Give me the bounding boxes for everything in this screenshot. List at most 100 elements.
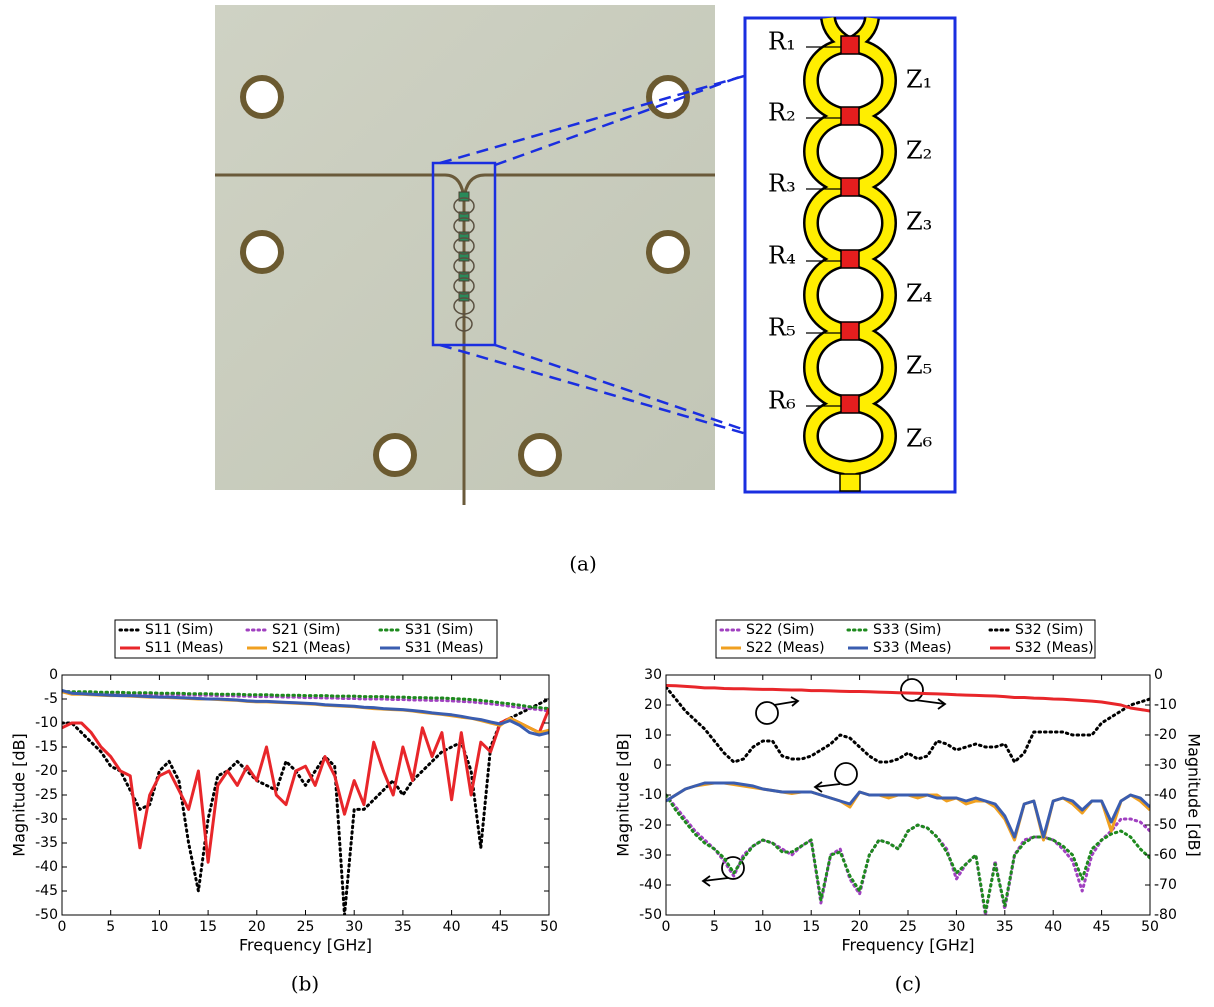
impedance-label: Z₁ [906, 66, 932, 94]
y2-tick-label: -20 [1154, 727, 1177, 743]
resistor-label: R₄ [768, 242, 796, 270]
series-line [666, 793, 1150, 915]
trace [805, 17, 895, 482]
y-tick-label: 0 [653, 757, 662, 773]
plot-frame [61, 674, 550, 916]
y-tick-label: -10 [639, 787, 662, 803]
y2-tick-label: -70 [1154, 877, 1177, 893]
x-tick-label: 25 [899, 919, 917, 935]
y-tick-label: -35 [35, 835, 58, 851]
x-tick-label: 5 [710, 919, 719, 935]
zoom-lines [439, 18, 941, 492]
annotations [701, 678, 947, 887]
y2-tick-label: 0 [1154, 667, 1163, 683]
y-tick-label: -10 [35, 715, 58, 731]
x-axis-label: Frequency [GHz] [239, 936, 372, 955]
impedance-label: Z₄ [906, 280, 932, 308]
legend-box [715, 619, 1096, 659]
port [839, 473, 861, 492]
y2-tick-label: -60 [1154, 847, 1177, 863]
caption: (c) [895, 972, 922, 996]
y-tick-label: -30 [639, 847, 662, 863]
legend-label: S11 (Sim) [145, 622, 214, 638]
series-line [666, 685, 1150, 764]
y-tick-label: -30 [35, 811, 58, 827]
series-line [62, 689, 549, 711]
resistor-label: R₃ [768, 170, 796, 198]
series-line [666, 684, 1150, 713]
series-line [62, 688, 549, 737]
pcb-photo [215, 5, 715, 505]
y-axis-label: Magnitude [dB] [614, 733, 633, 856]
x-tick-label: 30 [947, 919, 965, 935]
y2-tick-label: -50 [1154, 817, 1177, 833]
resistor-label: R₅ [768, 314, 796, 342]
y-tick-label: -50 [35, 907, 58, 923]
x-tick-label: 10 [150, 919, 168, 935]
x-tick-label: 20 [248, 919, 266, 935]
legend-label: S11 (Meas) [145, 640, 224, 656]
y-tick-label: -20 [639, 817, 662, 833]
x-tick-label: 15 [199, 919, 217, 935]
y-tick-label: 10 [644, 727, 662, 743]
x-tick-label: 40 [1044, 919, 1062, 935]
x-tick-label: 0 [662, 919, 671, 935]
legend-label: S21 (Sim) [272, 622, 341, 638]
series-line [62, 690, 549, 713]
y2-tick-label: -80 [1154, 907, 1177, 923]
y-tick-label: -40 [35, 859, 58, 875]
series-line [62, 697, 549, 915]
resistor-label: R₂ [768, 99, 796, 127]
y-tick-label: -25 [35, 787, 58, 803]
x-tick-label: 30 [345, 919, 363, 935]
x-tick-label: 50 [540, 919, 558, 935]
y-tick-label: -40 [639, 877, 662, 893]
legend-label: S31 (Sim) [405, 622, 474, 638]
legend-label: S31 (Meas) [405, 640, 484, 656]
y-tick-label: -5 [44, 691, 58, 707]
x-tick-label: 5 [106, 919, 115, 935]
resistor [840, 35, 860, 55]
caption: (a) [569, 552, 597, 576]
legend-label: S32 (Meas) [1015, 640, 1094, 656]
x-tick-label: 15 [802, 919, 820, 935]
resistor [840, 394, 860, 414]
y-tick-label: -15 [35, 739, 58, 755]
series-line [666, 793, 1150, 914]
y-axis-label: Magnitude [dB] [10, 733, 29, 856]
impedance-label: Z₂ [906, 137, 932, 165]
y2-tick-label: -40 [1154, 787, 1177, 803]
x-tick-label: 40 [443, 919, 461, 935]
x-tick-label: 35 [996, 919, 1014, 935]
y-tick-label: -50 [639, 907, 662, 923]
legend-label: S33 (Sim) [873, 622, 942, 638]
x-tick-label: 50 [1141, 919, 1159, 935]
x-tick-label: 0 [58, 919, 67, 935]
legend-label: S22 (Sim) [746, 622, 815, 638]
impedance-label: Z₅ [906, 352, 932, 380]
legend-label: S22 (Meas) [746, 640, 825, 656]
x-tick-label: 10 [754, 919, 772, 935]
resistor-label: R₁ [768, 28, 796, 56]
impedance-label: Z₆ [906, 425, 932, 453]
x-axis-label: Frequency [GHz] [841, 936, 974, 955]
x-tick-label: 35 [394, 919, 412, 935]
resistor [840, 249, 860, 269]
series-line [666, 781, 1150, 839]
y-tick-label: -20 [35, 763, 58, 779]
series-line [62, 708, 549, 864]
zoom-diagram: R₁ Z₁ R₂ Z₂ R₃ Z₃ R₄ Z₄ R₅ Z₅ R₆ Z₆ [743, 16, 957, 494]
y2-tick-label: -10 [1154, 697, 1177, 713]
y-tick-label: 0 [49, 667, 58, 683]
x-tick-label: 25 [297, 919, 315, 935]
resistor-label: R₆ [768, 387, 796, 415]
resistor [840, 321, 860, 341]
y-tick-label: 30 [644, 667, 662, 683]
resistor [840, 106, 860, 126]
x-tick-label: 45 [1093, 919, 1111, 935]
y2-axis-label: Magnitude [dB] [1185, 733, 1204, 856]
x-tick-label: 20 [851, 919, 869, 935]
legend-box [114, 619, 498, 659]
y-tick-label: -45 [35, 883, 58, 899]
caption: (b) [291, 972, 319, 996]
